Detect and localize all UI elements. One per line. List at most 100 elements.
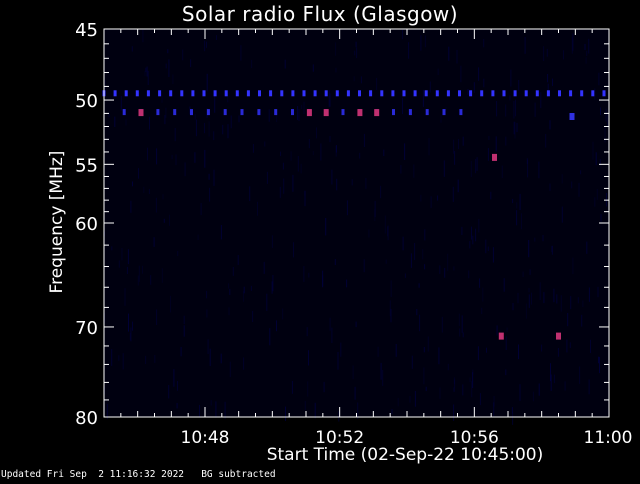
- noise-streak: [513, 101, 515, 119]
- noise-streak: [108, 112, 110, 118]
- noise-streak: [280, 151, 281, 156]
- noise-streak: [329, 93, 331, 107]
- noise-streak: [353, 76, 355, 82]
- emission-band-dot: [191, 90, 195, 97]
- noise-streak: [469, 241, 471, 249]
- noise-streak: [479, 278, 481, 288]
- noise-streak: [427, 336, 429, 352]
- noise-streak: [204, 40, 206, 52]
- noise-streak: [513, 121, 515, 135]
- noise-streak: [550, 374, 552, 391]
- noise-streak: [424, 35, 426, 48]
- noise-streak: [503, 278, 505, 292]
- noise-streak: [377, 346, 379, 357]
- noise-streak: [481, 307, 483, 315]
- noise-streak: [534, 237, 536, 242]
- noise-streak: [424, 264, 426, 270]
- noise-streak: [490, 191, 492, 200]
- noise-streak: [382, 370, 384, 386]
- emission-band-dot: [341, 109, 345, 116]
- noise-streak: [543, 46, 545, 61]
- noise-streak: [493, 396, 495, 407]
- noise-streak: [444, 267, 446, 278]
- emission-band-dot: [173, 109, 177, 116]
- noise-streak: [414, 391, 416, 407]
- noise-streak: [561, 174, 563, 184]
- noise-streak: [557, 348, 559, 357]
- noise-streak: [177, 381, 178, 391]
- bg-subtracted-note: BG subtracted: [201, 469, 276, 480]
- noise-streak: [588, 379, 590, 395]
- noise-streak: [351, 179, 353, 186]
- noise-streak: [207, 339, 209, 354]
- noise-streak: [387, 226, 389, 237]
- emission-band-dot: [156, 109, 160, 116]
- noise-streak: [528, 240, 530, 258]
- noise-streak: [104, 80, 106, 90]
- y-tick-label: 70: [75, 318, 98, 339]
- noise-streak: [471, 226, 472, 240]
- noise-streak: [599, 159, 601, 166]
- noise-streak: [213, 131, 215, 141]
- noise-streak: [216, 35, 217, 40]
- noise-streak: [598, 356, 599, 364]
- noise-streak: [308, 350, 309, 366]
- noise-streak: [458, 139, 459, 150]
- noise-streak: [525, 303, 527, 319]
- noise-streak: [162, 194, 164, 200]
- emission-spot: [374, 109, 380, 117]
- emission-band-dot: [591, 90, 595, 97]
- emission-band-dot: [291, 90, 295, 97]
- emission-band-dot: [313, 90, 317, 97]
- noise-streak: [106, 403, 108, 419]
- emission-band-dot: [480, 90, 484, 97]
- noise-streak: [138, 168, 139, 179]
- noise-streak: [569, 342, 571, 348]
- noise-streak: [120, 96, 122, 111]
- noise-streak: [438, 347, 440, 365]
- x-tick-label: 10:52: [315, 428, 364, 448]
- noise-streak: [227, 93, 229, 103]
- noise-streak: [303, 266, 305, 282]
- emission-band-dot: [535, 90, 539, 97]
- noise-streak: [453, 139, 455, 154]
- noise-streak: [531, 292, 532, 305]
- noise-streak: [527, 159, 529, 178]
- noise-streak: [146, 66, 148, 77]
- noise-streak: [470, 161, 472, 177]
- noise-streak: [357, 402, 359, 419]
- noise-streak: [118, 260, 120, 268]
- noise-streak: [443, 160, 445, 177]
- noise-streak: [586, 50, 588, 56]
- noise-streak: [519, 193, 521, 210]
- noise-streak: [577, 297, 579, 304]
- noise-streak: [329, 317, 331, 331]
- noise-streak: [549, 183, 551, 191]
- noise-streak: [461, 226, 463, 235]
- noise-streak: [511, 407, 513, 414]
- emission-band-dot: [602, 90, 606, 97]
- noise-streak: [314, 402, 316, 419]
- emission-band-dot: [280, 90, 284, 97]
- emission-band-dot: [206, 109, 210, 116]
- noise-streak: [183, 315, 185, 325]
- noise-streak: [142, 265, 143, 274]
- noise-streak: [588, 38, 590, 54]
- emission-band-dot: [358, 90, 361, 97]
- noise-streak: [519, 384, 521, 401]
- noise-streak: [132, 181, 133, 187]
- noise-streak: [206, 309, 208, 318]
- noise-streak: [581, 314, 583, 327]
- noise-streak: [304, 190, 306, 207]
- noise-streak: [335, 146, 337, 157]
- noise-streak: [189, 106, 191, 115]
- noise-streak: [276, 109, 278, 122]
- noise-streak: [604, 126, 606, 143]
- noise-streak: [595, 152, 597, 166]
- noise-streak: [453, 266, 455, 271]
- noise-streak: [131, 46, 133, 52]
- noise-streak: [460, 65, 462, 83]
- noise-streak: [453, 387, 455, 392]
- noise-streak: [549, 120, 551, 130]
